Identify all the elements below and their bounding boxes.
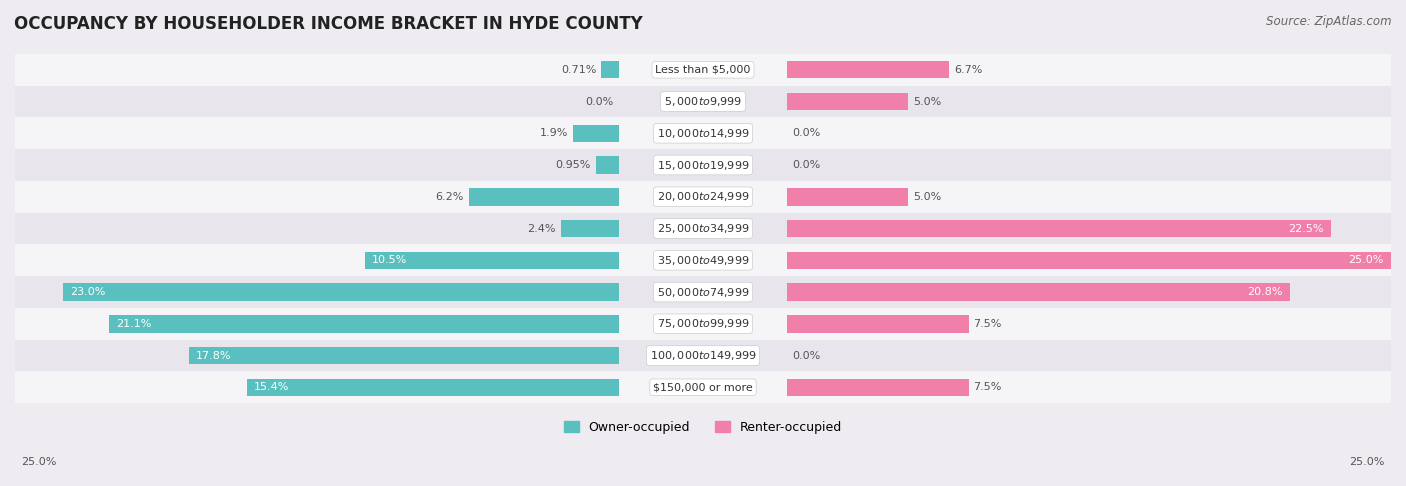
Legend: Owner-occupied, Renter-occupied: Owner-occupied, Renter-occupied: [558, 416, 848, 439]
Bar: [15, 340, 1391, 371]
Bar: [15, 86, 1391, 118]
Text: 25.0%: 25.0%: [1350, 456, 1385, 467]
Text: 25.0%: 25.0%: [1348, 255, 1384, 265]
Bar: [15, 276, 1391, 308]
Bar: [15, 54, 1391, 86]
Bar: [572, 124, 619, 142]
Text: 20.8%: 20.8%: [1247, 287, 1282, 297]
Text: 21.1%: 21.1%: [117, 319, 152, 329]
Text: 15.4%: 15.4%: [254, 382, 290, 392]
Text: 22.5%: 22.5%: [1288, 224, 1323, 234]
Bar: [787, 379, 969, 396]
Bar: [787, 188, 908, 206]
Text: 0.0%: 0.0%: [793, 160, 821, 170]
Text: 7.5%: 7.5%: [973, 382, 1001, 392]
Text: $75,000 to $99,999: $75,000 to $99,999: [657, 317, 749, 330]
Text: 2.4%: 2.4%: [527, 224, 555, 234]
Text: 23.0%: 23.0%: [70, 287, 105, 297]
Text: 7.5%: 7.5%: [973, 319, 1001, 329]
Bar: [15, 118, 1391, 149]
Text: 0.0%: 0.0%: [585, 97, 613, 106]
Text: 6.2%: 6.2%: [436, 192, 464, 202]
Bar: [787, 252, 1391, 269]
Bar: [366, 252, 619, 269]
Text: $5,000 to $9,999: $5,000 to $9,999: [664, 95, 742, 108]
Text: 10.5%: 10.5%: [373, 255, 408, 265]
Text: $150,000 or more: $150,000 or more: [654, 382, 752, 392]
Text: $25,000 to $34,999: $25,000 to $34,999: [657, 222, 749, 235]
Bar: [15, 371, 1391, 403]
Text: $100,000 to $149,999: $100,000 to $149,999: [650, 349, 756, 362]
Bar: [468, 188, 619, 206]
Text: OCCUPANCY BY HOUSEHOLDER INCOME BRACKET IN HYDE COUNTY: OCCUPANCY BY HOUSEHOLDER INCOME BRACKET …: [14, 15, 643, 33]
Text: 0.71%: 0.71%: [561, 65, 596, 75]
Text: Less than $5,000: Less than $5,000: [655, 65, 751, 75]
Text: $35,000 to $49,999: $35,000 to $49,999: [657, 254, 749, 267]
Text: 0.0%: 0.0%: [793, 128, 821, 139]
Bar: [787, 61, 949, 79]
Text: $10,000 to $14,999: $10,000 to $14,999: [657, 127, 749, 140]
Bar: [63, 283, 619, 301]
Bar: [110, 315, 619, 332]
Bar: [787, 315, 969, 332]
Bar: [15, 244, 1391, 276]
Text: 0.95%: 0.95%: [555, 160, 591, 170]
Bar: [15, 213, 1391, 244]
Text: 25.0%: 25.0%: [21, 456, 56, 467]
Bar: [787, 220, 1330, 237]
Bar: [787, 93, 908, 110]
Bar: [787, 283, 1289, 301]
Text: 1.9%: 1.9%: [540, 128, 568, 139]
Bar: [561, 220, 619, 237]
Bar: [15, 308, 1391, 340]
Text: $50,000 to $74,999: $50,000 to $74,999: [657, 286, 749, 298]
Bar: [596, 156, 619, 174]
Text: 5.0%: 5.0%: [912, 97, 941, 106]
Bar: [15, 181, 1391, 213]
Bar: [602, 61, 619, 79]
Text: 5.0%: 5.0%: [912, 192, 941, 202]
Bar: [15, 149, 1391, 181]
Text: 17.8%: 17.8%: [195, 350, 232, 361]
Text: $20,000 to $24,999: $20,000 to $24,999: [657, 191, 749, 203]
Text: $15,000 to $19,999: $15,000 to $19,999: [657, 158, 749, 172]
Text: Source: ZipAtlas.com: Source: ZipAtlas.com: [1267, 15, 1392, 28]
Text: 6.7%: 6.7%: [955, 65, 983, 75]
Bar: [246, 379, 619, 396]
Bar: [188, 347, 619, 364]
Text: 0.0%: 0.0%: [793, 350, 821, 361]
